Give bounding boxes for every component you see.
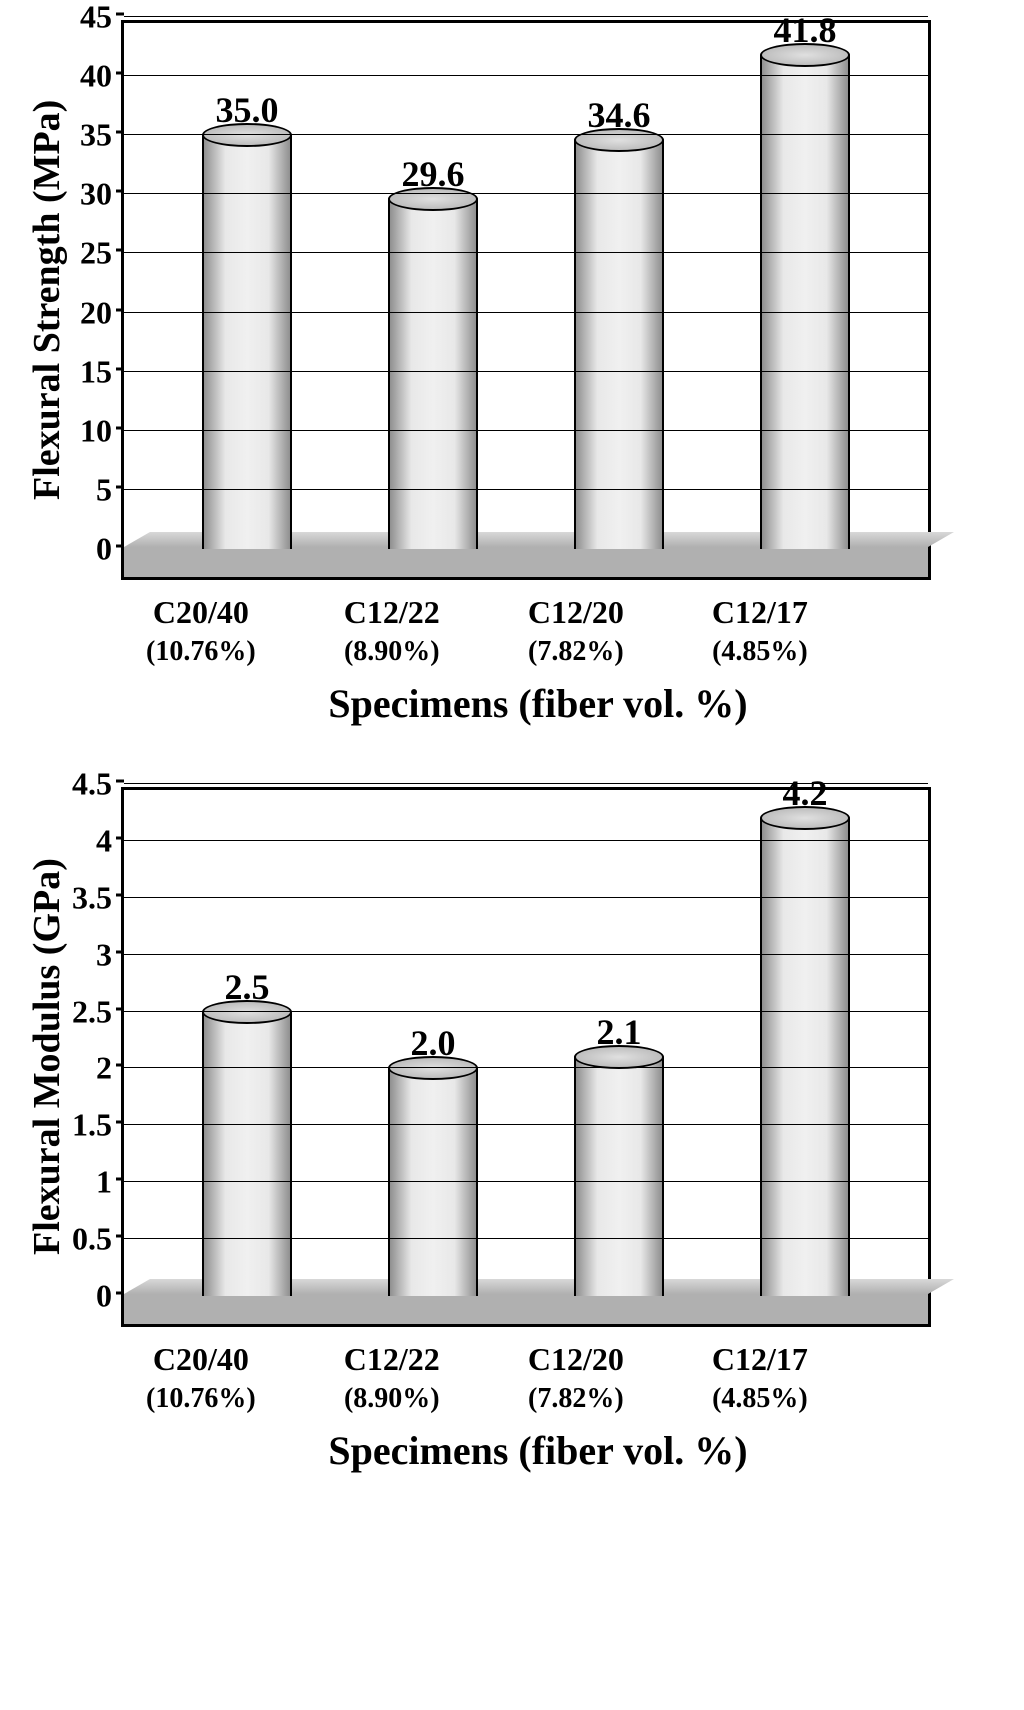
y-tick-label: 20 — [80, 294, 112, 331]
y-tick-mark — [116, 485, 124, 488]
y-tick-mark — [116, 190, 124, 193]
gridline — [124, 16, 928, 17]
y-tick-label: 30 — [80, 176, 112, 213]
y-tick-mark — [116, 249, 124, 252]
gridline — [124, 897, 928, 898]
gridline — [124, 134, 928, 135]
y-tick-mark — [116, 950, 124, 953]
bar-group: 2.1 — [574, 1011, 664, 1296]
y-tick-mark — [116, 1291, 124, 1294]
gridline — [124, 371, 928, 372]
gridline — [124, 1011, 928, 1012]
y-tick-mark — [116, 1064, 124, 1067]
x-category-label: C12/22(8.90%) — [344, 1339, 440, 1417]
y-tick-mark — [116, 72, 124, 75]
bar-group: 2.0 — [388, 1022, 478, 1296]
x-category-label: C12/17(4.85%) — [712, 592, 808, 670]
y-axis-title-1: Flexural Strength (MPa) — [20, 20, 69, 580]
gridline — [124, 489, 928, 490]
gridline — [124, 1181, 928, 1182]
x-category-label: C20/40(10.76%) — [146, 1339, 256, 1417]
y-tick-label: 0.5 — [72, 1221, 112, 1258]
plot-area-1: 051015202530354045 35.029.634.641.8 — [121, 20, 931, 580]
gridline — [124, 430, 928, 431]
bar-group: 35.0 — [202, 89, 292, 549]
y-tick-label: 4 — [96, 822, 112, 859]
y-tick-label: 4.5 — [72, 765, 112, 802]
gridline — [124, 1238, 928, 1239]
gridline — [124, 1067, 928, 1068]
y-tick-label: 15 — [80, 353, 112, 390]
y-tick-mark — [116, 779, 124, 782]
gridline — [124, 252, 928, 253]
bar-cylinder — [574, 140, 664, 549]
y-tick-mark — [116, 13, 124, 16]
bar-group: 41.8 — [760, 9, 850, 549]
gridline — [124, 312, 928, 313]
y-tick-mark — [116, 1178, 124, 1181]
x-category-label: C12/22(8.90%) — [344, 592, 440, 670]
bar-group: 2.5 — [202, 966, 292, 1296]
x-category-label: C20/40(10.76%) — [146, 592, 256, 670]
y-tick-mark — [116, 893, 124, 896]
y-tick-label: 3 — [96, 936, 112, 973]
x-category-label: C12/20(7.82%) — [528, 592, 624, 670]
flexural-modulus-chart: Flexural Modulus (GPa) 0 0.5 1 1.5 2 2.5 3 3.5 4… — [20, 787, 1004, 1474]
y-tick-label: 0 — [96, 531, 112, 568]
bar-cylinder — [574, 1057, 664, 1296]
y-tick-label: 2.5 — [72, 993, 112, 1030]
gridline — [124, 193, 928, 194]
y-tick-label: 45 — [80, 0, 112, 36]
gridline — [124, 954, 928, 955]
y-tick-label: 35 — [80, 117, 112, 154]
x-axis-title-1: Specimens (fiber vol. %) — [72, 680, 1004, 727]
bar-cylinder — [202, 135, 292, 549]
y-tick-mark — [116, 1235, 124, 1238]
x-category-label: C12/17(4.85%) — [712, 1339, 808, 1417]
bar-group: 4.2 — [760, 772, 850, 1296]
y-tick-label: 5 — [96, 471, 112, 508]
gridline — [124, 783, 928, 784]
flexural-strength-chart: Flexural Strength (MPa) 0510152025303540… — [20, 20, 1004, 727]
y-tick-mark — [116, 836, 124, 839]
y-tick-label: 1.5 — [72, 1107, 112, 1144]
y-axis-title-2: Flexural Modulus (GPa) — [20, 787, 69, 1327]
y-tick-mark — [116, 545, 124, 548]
y-tick-mark — [116, 308, 124, 311]
x-category-label: C12/20(7.82%) — [528, 1339, 624, 1417]
y-tick-mark — [116, 1121, 124, 1124]
y-tick-label: 2 — [96, 1050, 112, 1087]
y-tick-mark — [116, 367, 124, 370]
y-tick-mark — [116, 131, 124, 134]
y-tick-label: 25 — [80, 235, 112, 272]
bar-cylinder — [202, 1012, 292, 1296]
gridline — [124, 840, 928, 841]
plot-area-2: 00.511.522.533.544.5 2.52.02.14.2 — [121, 787, 931, 1327]
y-tick-label: 1 — [96, 1164, 112, 1201]
y-tick-label: 10 — [80, 412, 112, 449]
y-tick-label: 3.5 — [72, 879, 112, 916]
bar-cylinder — [760, 55, 850, 549]
y-tick-label: 0 — [96, 1277, 112, 1314]
gridline — [124, 75, 928, 76]
x-axis-title-2: Specimens (fiber vol. %) — [72, 1427, 1004, 1474]
chart-floor-2 — [124, 1294, 928, 1324]
bar-group: 34.6 — [574, 94, 664, 549]
bar-cylinder — [760, 818, 850, 1296]
chart-floor-1 — [124, 547, 928, 577]
y-tick-label: 40 — [80, 58, 112, 95]
y-tick-mark — [116, 1007, 124, 1010]
y-tick-mark — [116, 426, 124, 429]
gridline — [124, 1124, 928, 1125]
